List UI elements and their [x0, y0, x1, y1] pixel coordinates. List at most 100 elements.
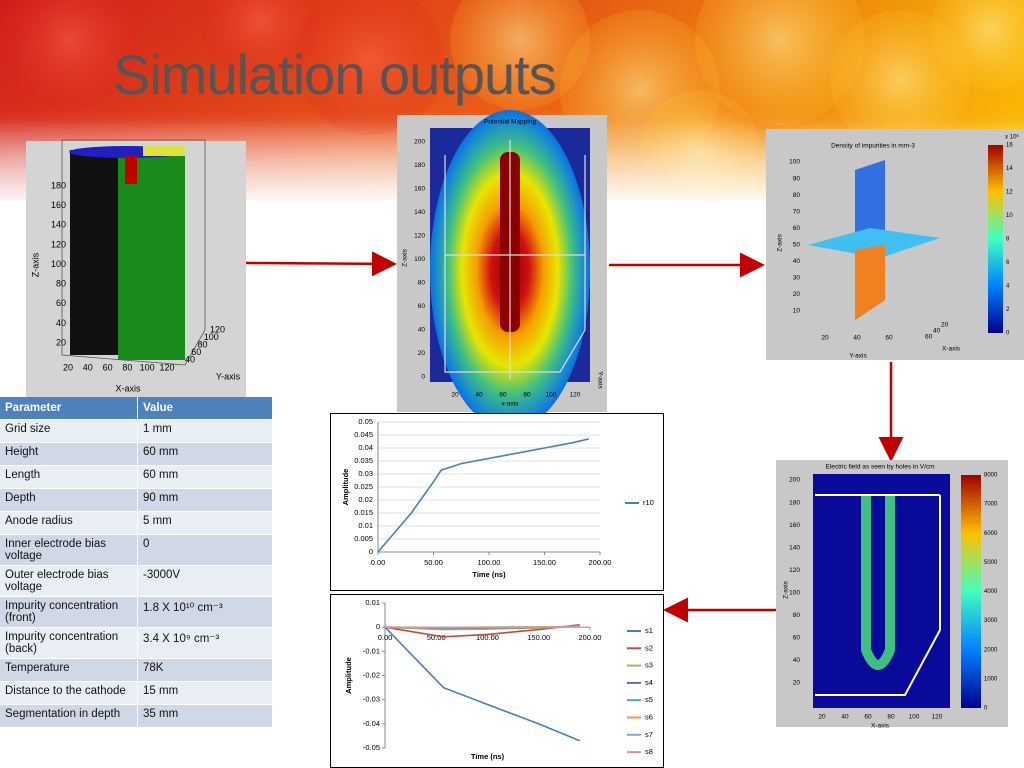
x-axis-title: Time (ns) — [472, 570, 506, 579]
table-cell: Outer electrode bias voltage — [0, 565, 138, 597]
chart-frame — [330, 594, 664, 768]
table-row: Impurity concentration (back) 3.4 X 10⁹ c… — [0, 627, 273, 659]
x-tick-label: 200.00 — [579, 633, 602, 642]
legend-label: r10 — [643, 498, 654, 507]
figure-z-label: Y-axis — [216, 371, 241, 381]
figure-x-tick: 100 — [909, 714, 920, 721]
colorbar-tick: 8 — [1006, 237, 1010, 243]
table-cell: 35 mm — [137, 704, 273, 727]
y-tick-label: 0.045 — [354, 430, 373, 439]
figure-x-tick: 40 — [475, 392, 483, 399]
figure-x-label: Y-axis — [849, 353, 867, 360]
figure-y-tick: 200 — [414, 139, 425, 146]
y-tick-label: 0.03 — [358, 469, 373, 478]
table-cell: Inner electrode bias voltage — [0, 534, 138, 566]
colorbar-tick: 2000 — [984, 647, 998, 653]
figure-y-tick: 160 — [51, 200, 66, 210]
legend-label: s3 — [645, 661, 653, 670]
figure-x-tick: 20 — [821, 335, 829, 342]
x-tick-label: 0.00 — [371, 558, 386, 567]
x-tick-label: 100.00 — [476, 633, 499, 642]
figure-y-tick: 80 — [793, 192, 801, 199]
x-axis-title: Time (ns) — [471, 752, 505, 761]
table-row: Outer electrode bias voltage -3000V — [0, 565, 273, 597]
figure-y-tick: 20 — [793, 680, 801, 687]
table-row: Impurity concentration (front) 1.8 X 10¹⁰… — [0, 596, 273, 628]
table-cell: Height — [0, 442, 138, 466]
table-cell: -3000V — [137, 565, 273, 597]
table-cell: 15 mm — [137, 681, 273, 705]
x-tick-label: 50.00 — [424, 558, 443, 567]
table-row: Distance to the cathode 15 mm — [0, 681, 273, 705]
colorbar-tick: 6000 — [984, 531, 998, 537]
figure-z-tick: 40 — [185, 354, 195, 364]
header-cell: Parameter — [0, 397, 138, 420]
colorbar-tick: 1000 — [984, 676, 998, 682]
figure-x-tick: 40 — [841, 714, 849, 721]
colorbar-tick: 4000 — [984, 589, 998, 595]
table-header-row: Parameter Value — [0, 397, 273, 420]
x-tick-label: 150.00 — [527, 633, 550, 642]
figure-x-tick: 60 — [864, 714, 872, 721]
arrows — [245, 251, 904, 623]
figure-z-label: Y-axis — [596, 371, 603, 389]
x-tick-label: 0.00 — [378, 633, 393, 642]
y-tick-label: -0.04 — [363, 719, 380, 728]
table-cell: Distance to the cathode — [0, 681, 138, 705]
header-cell: Value — [137, 397, 273, 420]
colorbar-tick: 12 — [1006, 190, 1013, 196]
figure-x-tick: 100 — [140, 362, 155, 372]
colorbar-tick: 5000 — [984, 560, 998, 566]
y-tick-label: 0.01 — [358, 521, 373, 530]
y-tick-label: 0.005 — [354, 534, 373, 543]
chart: -0.05 -0.04 -0.03 -0.02 -0.01 0 0.01 0.00 50.00 1… — [330, 594, 664, 768]
colorbar-tick: 0 — [984, 706, 988, 712]
table-cell: Grid size — [0, 419, 138, 443]
colorbar-tick: 3000 — [984, 618, 998, 624]
figure-y-tick: 100 — [51, 259, 66, 269]
figure-y-tick: 140 — [414, 209, 425, 216]
y-tick-label: 0.02 — [358, 495, 373, 504]
figure: Electric field as seen by holes in V/cm 2… — [776, 460, 1008, 730]
legend-label: s4 — [645, 678, 653, 687]
chart: 0 0.005 0.01 0.015 0.02 0.025 0.03 0.035 0.04 0.0… — [330, 413, 664, 591]
y-tick-label: -0.03 — [363, 695, 380, 704]
figure-title: Electric field as seen by holes in V/cm — [825, 464, 934, 471]
parameter-table: Parameter Value Grid size 1 mm Height 60 mm Le… — [0, 397, 273, 727]
table-row: Length 60 mm — [0, 465, 273, 489]
figure-y-tick: 140 — [51, 220, 66, 230]
table-row: Inner electrode bias voltage 0 — [0, 534, 273, 566]
figure-y-tick: 180 — [51, 180, 66, 190]
figure-y-tick: 140 — [789, 544, 800, 551]
figure-title: Density of impurities in mm-3 — [831, 143, 915, 150]
anode — [125, 156, 137, 184]
table-cell: 5 mm — [137, 511, 273, 535]
colorbar-tick: 16 — [1006, 143, 1013, 149]
table-cell: 0 — [137, 534, 273, 566]
y-tick-label: -0.02 — [363, 670, 380, 679]
chart-frame — [330, 413, 664, 591]
figure-y-tick: 50 — [793, 241, 801, 248]
y-tick-label: 0.04 — [358, 443, 373, 452]
y-axis-title: Amplitude — [344, 657, 353, 694]
x-tick-label: 200.00 — [589, 558, 612, 567]
figure-y-label: Z-axis — [30, 252, 40, 277]
table-cell: 3.4 X 10⁹ cm⁻³ — [137, 627, 273, 659]
series-line — [384, 626, 581, 742]
figure-y-tick: 0 — [421, 374, 425, 381]
y-axis-title: Amplitude — [341, 469, 350, 506]
figure-y-tick: 100 — [789, 159, 800, 166]
y-tick-label: 0 — [369, 547, 373, 556]
legend-label: s8 — [645, 747, 653, 756]
field-outline — [815, 494, 941, 696]
figure-x-tick: 40 — [83, 362, 93, 372]
figure-y-tick: 200 — [789, 477, 800, 484]
figure-y-tick: 60 — [793, 225, 801, 232]
table-cell: 78K — [137, 658, 273, 682]
table-row: Height 60 mm — [0, 442, 273, 466]
colorbar-tick: 8000 — [984, 473, 998, 479]
figure-y-tick: 100 — [414, 256, 425, 263]
figure-z-tick: 80 — [198, 339, 208, 349]
figure-x-tick: 20 — [451, 392, 459, 399]
figure-x-tick: 60 — [103, 362, 113, 372]
